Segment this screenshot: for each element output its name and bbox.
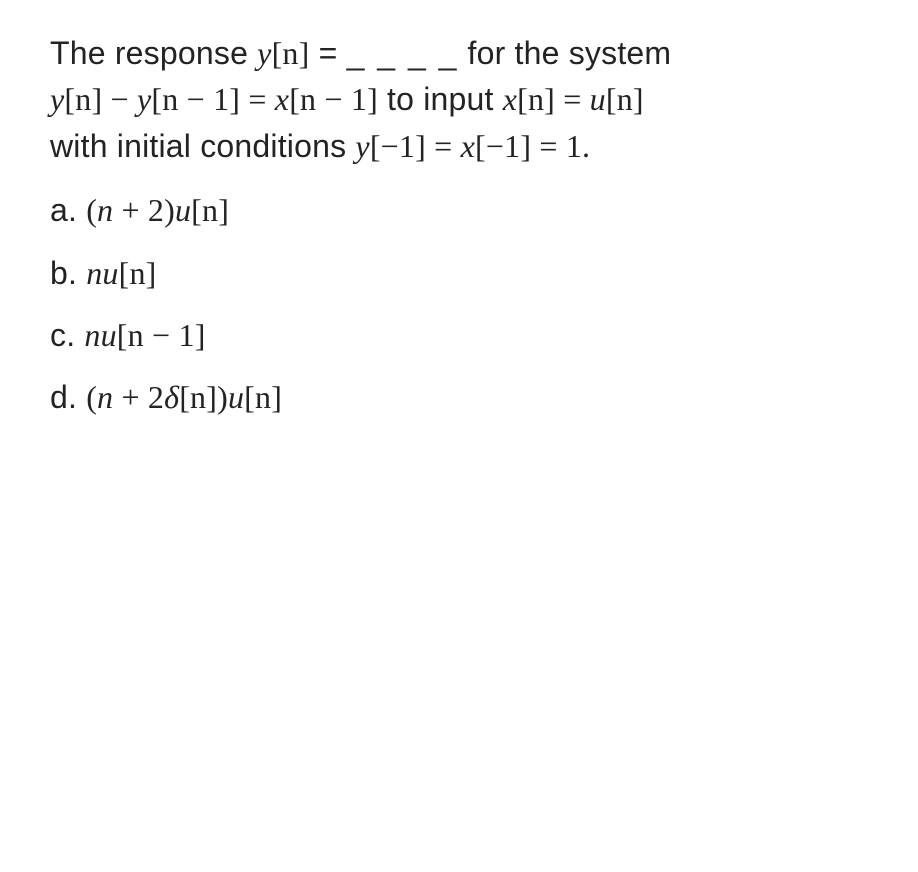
option-d-delta: δ [164,379,179,415]
option-c-nu: nu [84,317,116,353]
question-page: The response y[n] = _ _ _ _ for the syst… [0,0,918,872]
option-a-n: n [97,192,113,228]
bracket-3: [n − 1] = [151,81,274,117]
option-a[interactable]: a. (n + 2)u[n] [50,187,878,233]
symbol-y-3: y [137,81,151,117]
option-a-plus2: + 2) [113,192,175,228]
option-d-u: u [228,379,244,415]
symbol-y-4: y [355,128,369,164]
option-d-bracket2: [n] [244,379,282,415]
option-a-u: u [175,192,191,228]
bracket-n-1: [n] [272,35,310,71]
bracket-5: [n] = [517,81,590,117]
bracket-7: [−1] = [370,128,461,164]
stem-text-1: The response [50,35,257,71]
stem-text-3: to input [378,81,503,117]
stem-text-2: for the system [458,35,671,71]
option-b-label: b. [50,255,86,291]
option-a-bracket: [n] [191,192,229,228]
fill-blank: _ _ _ _ [347,35,459,71]
option-b[interactable]: b. nu[n] [50,250,878,296]
option-d[interactable]: d. (n + 2δ[n])u[n] [50,374,878,420]
bracket-2: [n] − [64,81,137,117]
option-a-label: a. [50,192,86,228]
question-stem: The response y[n] = _ _ _ _ for the syst… [50,30,878,169]
symbol-x-2: x [503,81,517,117]
option-d-paren-open: ( [86,379,97,415]
symbol-u-1: u [590,81,606,117]
option-c-bracket: [n − 1] [117,317,206,353]
option-d-plus2: + 2 [113,379,164,415]
option-a-paren-open: ( [86,192,97,228]
bracket-8: [−1] = 1. [475,128,590,164]
symbol-x-3: x [461,128,475,164]
symbol-x-1: x [275,81,289,117]
option-d-n: n [97,379,113,415]
symbol-y: y [257,35,271,71]
option-b-bracket: [n] [119,255,157,291]
option-b-nu: nu [86,255,118,291]
option-c-label: c. [50,317,84,353]
symbol-y-2: y [50,81,64,117]
stem-text-4: with initial conditions [50,128,355,164]
option-c[interactable]: c. nu[n − 1] [50,312,878,358]
equals-1: = [310,35,347,71]
option-d-label: d. [50,379,86,415]
options-list: a. (n + 2)u[n] b. nu[n] c. nu[n − 1] d. … [50,187,878,421]
option-d-bracket1: [n]) [179,379,228,415]
bracket-4: [n − 1] [289,81,378,117]
bracket-6: [n] [606,81,644,117]
